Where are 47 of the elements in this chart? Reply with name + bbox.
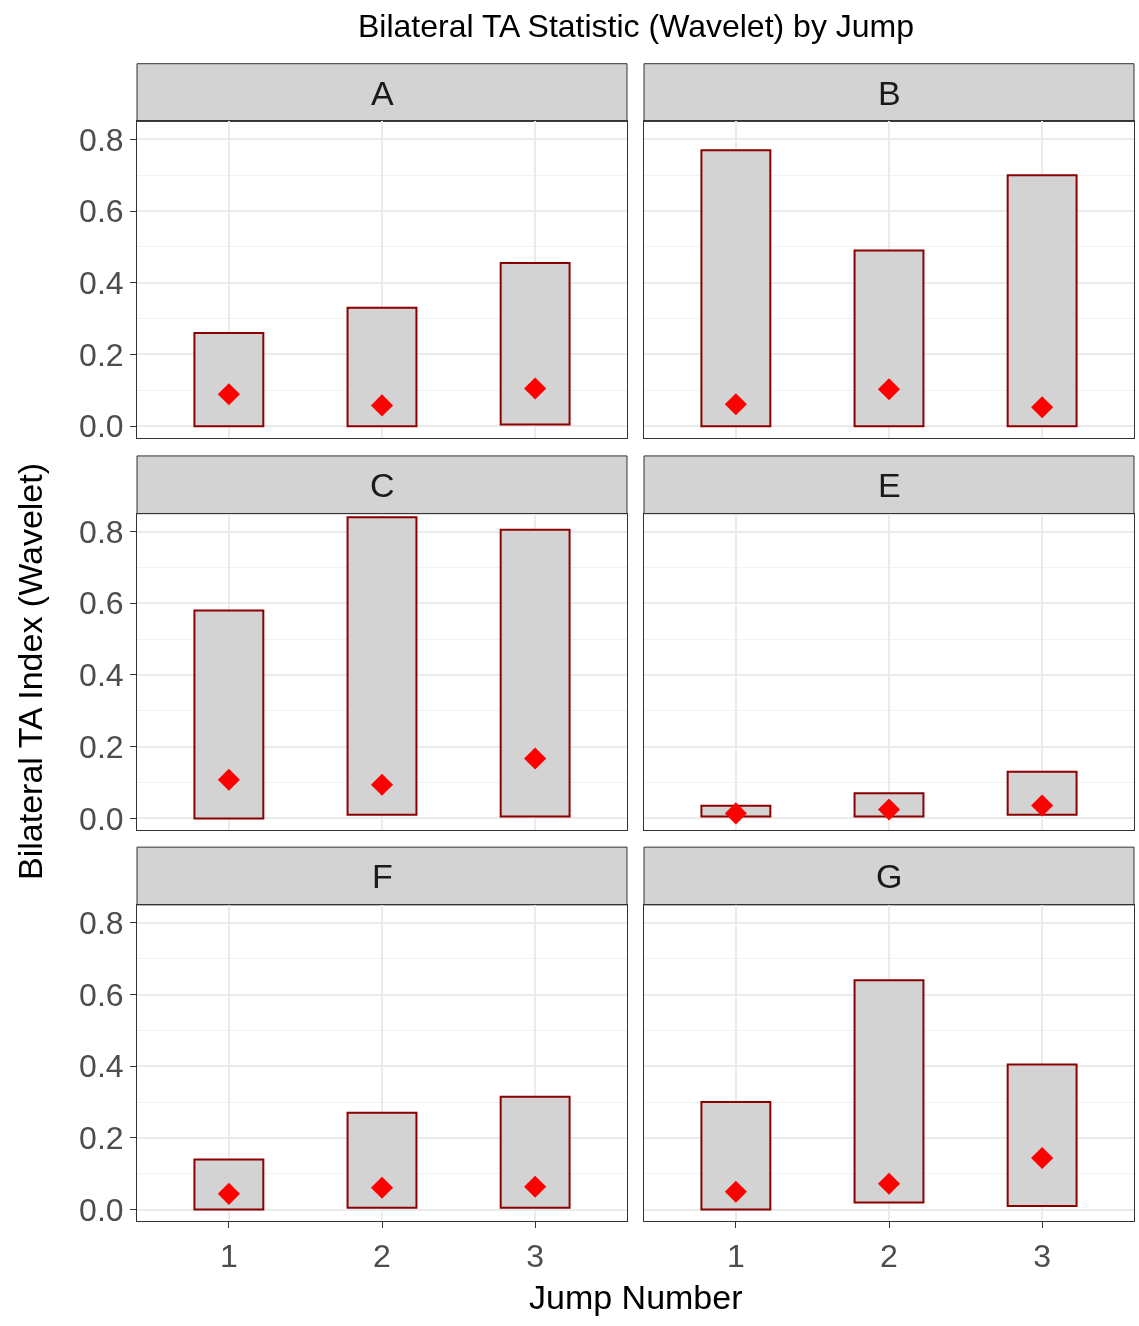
y-axis-title: Bilateral TA Index (Wavelet) bbox=[11, 462, 50, 880]
point bbox=[524, 377, 547, 400]
chart-title: G bbox=[876, 857, 903, 895]
y-tick-label: 0.8 bbox=[79, 905, 124, 942]
x-tick-label: 1 bbox=[219, 1237, 238, 1274]
y-tick-label: 0.0 bbox=[79, 1191, 124, 1228]
x-tick-label: 1 bbox=[726, 1237, 745, 1274]
x-tick-label: 2 bbox=[373, 1237, 391, 1274]
y-tick-label: 0.4 bbox=[79, 1048, 124, 1085]
x-axis-title: Jump Number bbox=[529, 1278, 743, 1316]
bar bbox=[346, 1111, 418, 1209]
y-tick-label: 0.0 bbox=[79, 408, 124, 445]
point bbox=[370, 394, 394, 417]
y-tick-label: 0.2 bbox=[79, 728, 124, 765]
bar bbox=[499, 1095, 571, 1209]
y-tick-label: 0.8 bbox=[79, 513, 124, 550]
point bbox=[524, 747, 547, 770]
y-tick-label: 0.8 bbox=[79, 121, 124, 158]
chart-title: A bbox=[371, 74, 394, 112]
y-tick-label: 0.6 bbox=[79, 193, 124, 230]
point bbox=[370, 1176, 394, 1199]
y-tick-label: 0.2 bbox=[79, 1120, 124, 1157]
bar bbox=[346, 516, 418, 816]
x-tick-label: 3 bbox=[526, 1237, 545, 1274]
y-tick-label: 0.6 bbox=[79, 585, 124, 622]
chart-title: C bbox=[370, 466, 395, 504]
bar bbox=[193, 609, 265, 820]
point bbox=[524, 1175, 547, 1198]
y-tick-label: 0.2 bbox=[79, 336, 124, 373]
chart-title: B bbox=[878, 74, 901, 112]
chart-title: F bbox=[372, 857, 393, 895]
point bbox=[217, 383, 240, 406]
point bbox=[217, 768, 240, 791]
bar bbox=[499, 262, 571, 426]
point bbox=[370, 773, 394, 796]
y-tick-label: 0.0 bbox=[79, 800, 124, 837]
y-tick-label: 0.4 bbox=[79, 657, 124, 694]
bar bbox=[193, 331, 265, 428]
y-tick-label: 0.4 bbox=[79, 264, 124, 301]
text: Bilateral TA Statistic (Wavelet) by Jump bbox=[358, 8, 915, 44]
y-tick-label: 0.6 bbox=[79, 976, 124, 1013]
chart-title: E bbox=[878, 466, 901, 504]
x-tick-label: 3 bbox=[1033, 1237, 1052, 1274]
bar bbox=[193, 1158, 265, 1211]
bar bbox=[346, 306, 418, 428]
bar bbox=[499, 528, 571, 818]
x-tick-label: 2 bbox=[880, 1237, 898, 1274]
